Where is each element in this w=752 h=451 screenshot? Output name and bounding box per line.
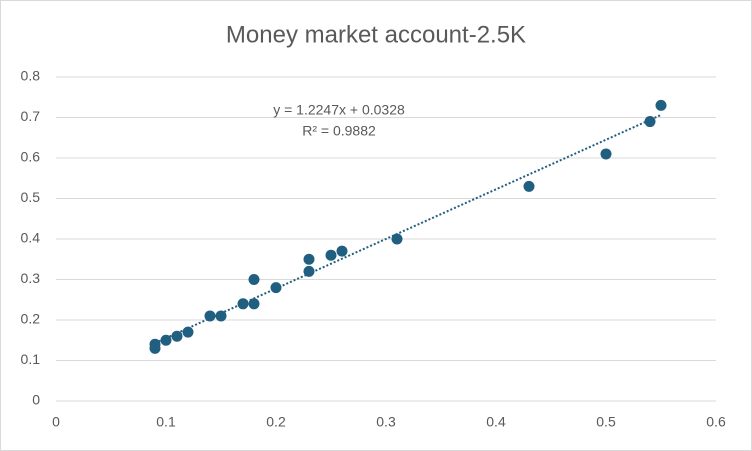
point bbox=[336, 245, 348, 257]
point bbox=[523, 180, 535, 192]
point bbox=[391, 233, 403, 245]
point bbox=[204, 310, 216, 322]
y-tick-label: 0.7 bbox=[21, 108, 41, 124]
point bbox=[237, 298, 249, 310]
chart-title: Money market account-2.5K bbox=[226, 21, 526, 48]
x-tick-label: 0.5 bbox=[596, 414, 616, 430]
point bbox=[644, 116, 656, 128]
y-tick-label: 0.2 bbox=[21, 311, 41, 327]
point bbox=[325, 249, 337, 261]
point bbox=[182, 326, 194, 338]
point bbox=[171, 330, 183, 342]
point bbox=[215, 310, 227, 322]
y-tick-label: 0.1 bbox=[21, 351, 41, 367]
y-tick-label: 0.6 bbox=[21, 149, 41, 165]
x-tick-label: 0 bbox=[52, 414, 60, 430]
point bbox=[160, 334, 172, 346]
point bbox=[248, 274, 260, 285]
point bbox=[303, 253, 315, 265]
x-tick-label: 0.2 bbox=[266, 414, 286, 430]
point bbox=[270, 282, 282, 294]
y-tick-label: 0.5 bbox=[21, 189, 41, 205]
point bbox=[149, 338, 161, 350]
x-tick-label: 0.4 bbox=[486, 414, 506, 430]
y-tick-label: 0 bbox=[32, 392, 40, 408]
x-tick-label: 0.1 bbox=[156, 414, 176, 430]
point bbox=[248, 298, 260, 310]
x-tick-label: 0.3 bbox=[376, 414, 396, 430]
trendline-r2: R² = 0.9882 bbox=[302, 123, 376, 139]
y-tick-label: 0.8 bbox=[21, 68, 41, 84]
point bbox=[600, 148, 612, 160]
x-tick-label: 0.6 bbox=[706, 414, 726, 430]
point bbox=[655, 99, 667, 111]
trendline-equation: y = 1.2247x + 0.0328 bbox=[273, 102, 405, 118]
point bbox=[303, 265, 315, 277]
y-tick-label: 0.4 bbox=[21, 230, 41, 246]
y-tick-label: 0.3 bbox=[21, 270, 41, 286]
